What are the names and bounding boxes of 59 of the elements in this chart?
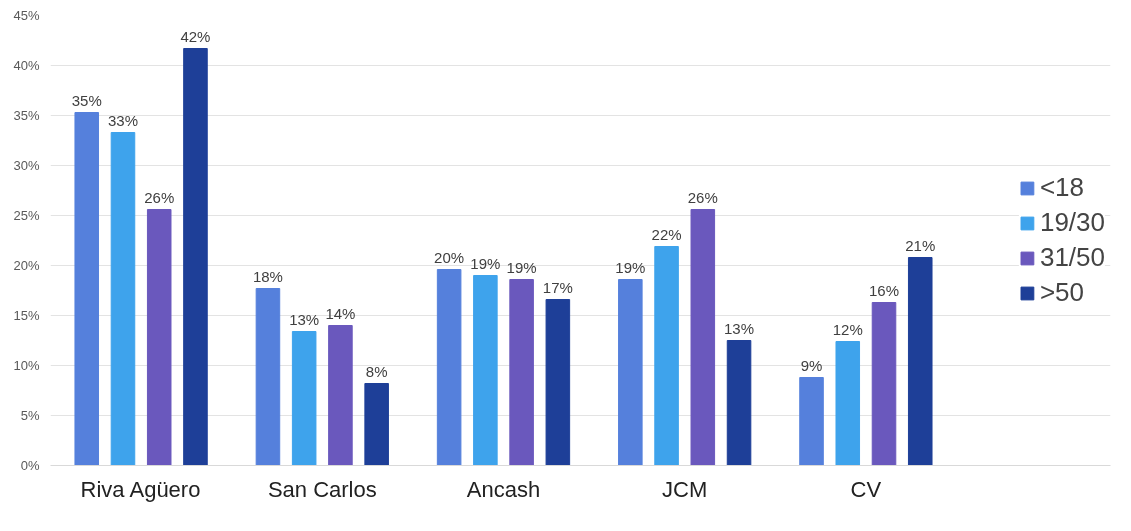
bar [618, 279, 643, 466]
bar [799, 377, 824, 466]
bar [726, 340, 752, 466]
y-tick-label: 15% [13, 308, 40, 323]
y-tick-label: 35% [13, 108, 40, 123]
legend-label: >50 [1039, 277, 1085, 308]
data-label: 14% [325, 304, 356, 322]
y-tick-label: 25% [13, 208, 40, 223]
data-label: 18% [252, 267, 283, 285]
bar [473, 275, 498, 466]
x-tick-label: Ancash [466, 476, 541, 502]
data-label: 33% [107, 111, 138, 129]
bar [74, 112, 100, 466]
x-tick-label: Riva Agüero [80, 476, 201, 502]
bar [364, 383, 389, 466]
bar [110, 132, 136, 466]
x-tick-label: JCM [662, 476, 708, 502]
y-tick-label: 20% [13, 258, 40, 273]
bar [183, 48, 208, 466]
y-tick-label: 5% [20, 408, 40, 423]
data-label: 17% [542, 278, 573, 296]
data-label: 26% [144, 188, 175, 206]
x-tick-label: San Carlos [267, 476, 377, 502]
bar [146, 209, 172, 466]
y-tick-label: 10% [13, 358, 40, 373]
legend-label: 31/50 [1039, 242, 1105, 273]
data-label: 21% [905, 236, 936, 254]
y-tick-label: 0% [20, 458, 40, 473]
bar [654, 246, 679, 466]
x-tick-label: CV [850, 476, 882, 502]
y-tick-label: 30% [13, 158, 40, 173]
data-label: 19% [615, 258, 646, 276]
data-label: 19% [506, 258, 537, 276]
bar [255, 288, 281, 466]
data-label: 13% [289, 310, 320, 328]
data-label: 26% [687, 188, 718, 206]
bar [545, 299, 571, 466]
data-label: 13% [724, 319, 755, 337]
bar [509, 279, 534, 466]
bar [871, 302, 897, 466]
y-tick-label: 40% [13, 58, 40, 73]
bar [835, 341, 861, 466]
data-label: 35% [71, 91, 102, 109]
data-label: 42% [180, 27, 211, 45]
bar [690, 209, 716, 466]
legend-label: 19/30 [1039, 207, 1105, 238]
y-tick-label: 45% [13, 8, 40, 23]
bar [907, 257, 933, 466]
bar [436, 269, 462, 466]
data-label: 8% [365, 362, 388, 380]
data-label: 19% [470, 254, 501, 272]
data-label: 20% [434, 248, 465, 266]
bar [328, 325, 353, 466]
legend-label: <18 [1039, 172, 1085, 203]
data-label: 16% [868, 281, 900, 299]
data-label: 22% [651, 225, 682, 243]
bar [291, 331, 317, 466]
data-label: 12% [832, 320, 863, 338]
data-label: 9% [800, 356, 823, 374]
